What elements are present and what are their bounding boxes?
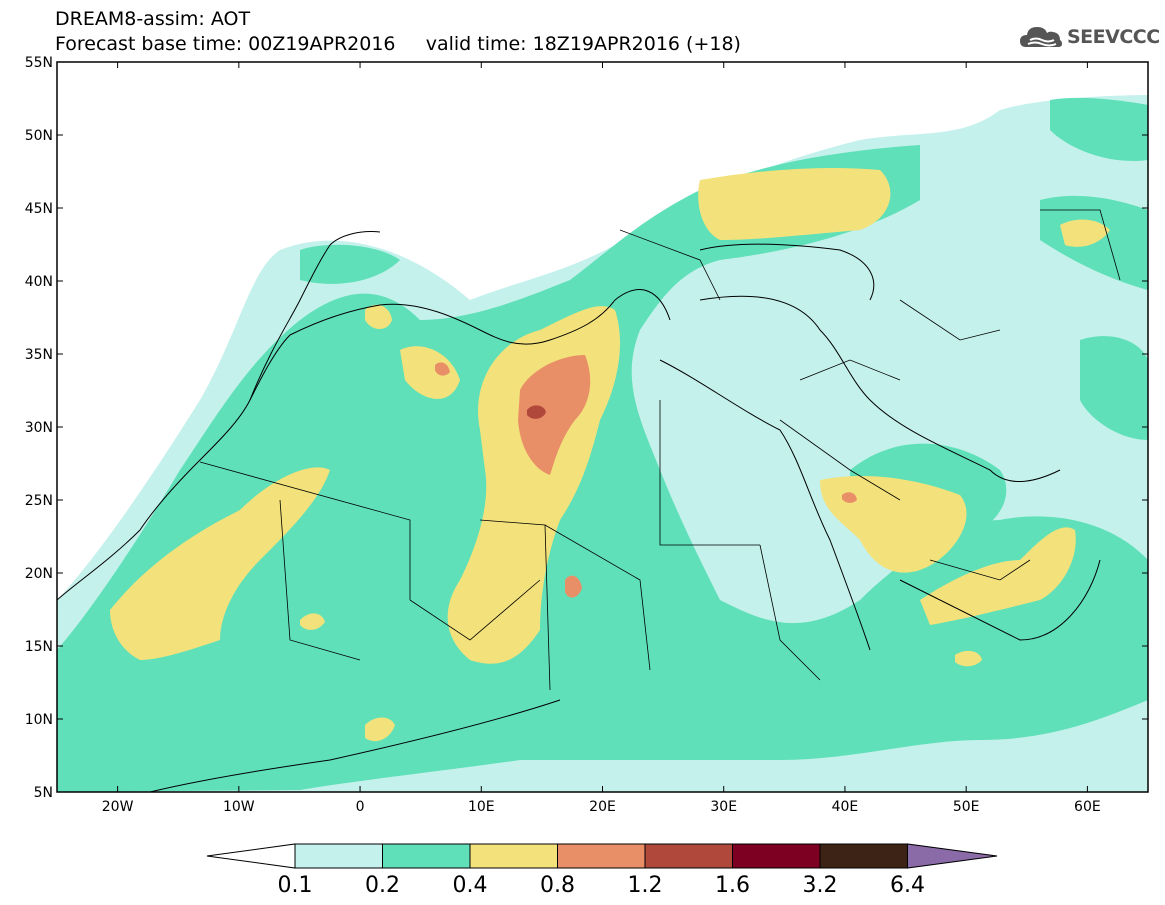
colorbar-label: 0.2 (365, 873, 400, 898)
aot-level-0-8 (435, 355, 857, 598)
colorbar-arrow-low (206, 843, 296, 869)
lon-tick-label: 0 (356, 799, 365, 815)
colorbar-swatch (557, 843, 646, 869)
colorbar-arrow-high (907, 843, 998, 869)
lon-tick-label: 60E (1074, 799, 1101, 815)
lon-tick-label: 10E (468, 799, 495, 815)
lat-tick-label: 5N (34, 785, 53, 801)
colorbar-label: 1.6 (715, 873, 750, 898)
lat-tick-label: 20N (25, 566, 53, 582)
seevccc-logo: SEEVCCC (1018, 22, 1160, 52)
colorbar-label: 0.4 (453, 873, 488, 898)
coastlines (57, 231, 1101, 792)
lat-tick-label: 35N (25, 347, 53, 363)
cloud-icon (1020, 27, 1062, 47)
lat-tick-label: 25N (25, 493, 53, 509)
aot-level-0-2 (57, 97, 1148, 792)
latitude-axis: 55N 50N 45N 40N 35N 30N 25N 20N 15N 10N 5N (25, 55, 1148, 801)
lat-tick-label: 10N (25, 712, 53, 728)
colorbar-swatches (206, 843, 998, 869)
colorbar-labels: 0.1 0.2 0.4 0.8 1.2 1.6 3.2 6.4 (278, 873, 926, 898)
lon-tick-label: 20W (102, 799, 134, 815)
lon-tick-label: 30E (710, 799, 737, 815)
logo-text: SEEVCCC (1067, 26, 1160, 48)
lon-tick-label: 50E (953, 799, 980, 815)
longitude-axis: 20W 10W 0 10E 20E 30E 40E 50E 60E (102, 62, 1101, 815)
colorbar-label: 6.4 (890, 873, 925, 898)
aot-level-1-2 (527, 405, 546, 419)
lon-tick-label: 40E (832, 799, 859, 815)
country-borders (199, 209, 1121, 691)
lat-tick-label: 45N (25, 201, 53, 217)
lon-tick-label: 20E (589, 799, 616, 815)
colorbar-label: 3.2 (803, 873, 838, 898)
forecast-time-info: Forecast base time: 00Z19APR2016 valid t… (55, 33, 741, 55)
chart-title: DREAM8-assim: AOT (55, 8, 251, 30)
colorbar-label: 0.8 (540, 873, 575, 898)
lat-tick-label: 15N (25, 639, 53, 655)
lat-tick-label: 30N (25, 420, 53, 436)
colorbar-swatch (644, 843, 733, 869)
colorbar-label: 0.1 (278, 873, 313, 898)
colorbar-swatch (469, 843, 558, 869)
colorbar-label: 1.2 (628, 873, 663, 898)
colorbar-swatch (382, 843, 471, 869)
lat-tick-label: 55N (25, 55, 53, 71)
aot-contours (57, 95, 1148, 792)
colorbar-swatch (732, 843, 821, 869)
lon-tick-label: 10W (223, 799, 255, 815)
colorbar-swatch (294, 843, 383, 869)
lat-tick-label: 50N (25, 128, 53, 144)
lat-tick-label: 40N (25, 274, 53, 290)
colorbar-swatch (819, 843, 908, 869)
